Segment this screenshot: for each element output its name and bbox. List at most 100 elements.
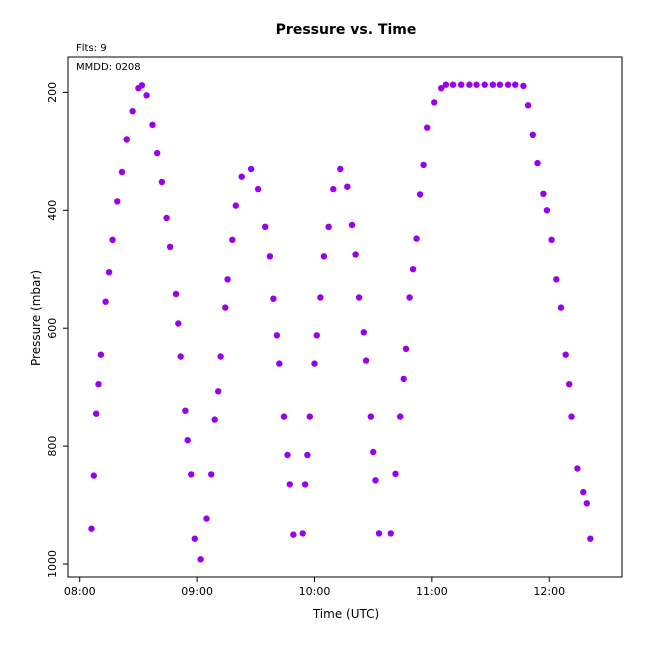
y-tick-label: 600: [46, 318, 59, 339]
data-point: [355, 294, 363, 301]
data-point: [211, 416, 218, 423]
data-point: [534, 159, 541, 167]
data-point: [149, 121, 156, 128]
data-point: [416, 191, 424, 198]
data-points: [88, 81, 594, 563]
data-point: [93, 410, 100, 417]
data-point: [172, 290, 180, 298]
data-point: [413, 235, 420, 242]
data-point: [566, 381, 573, 388]
data-point: [284, 451, 291, 459]
data-point: [143, 92, 150, 99]
data-point: [548, 236, 555, 243]
data-point: [587, 535, 594, 542]
data-point: [247, 165, 255, 173]
data-point: [375, 530, 383, 537]
data-point: [512, 81, 519, 88]
data-point: [449, 81, 457, 88]
data-point: [238, 173, 245, 180]
data-point: [304, 451, 311, 459]
data-point: [102, 298, 109, 305]
data-point: [301, 481, 309, 488]
flights-count: Flts: 9: [76, 43, 107, 54]
data-point: [232, 202, 239, 209]
data-point: [325, 223, 332, 230]
data-point: [553, 276, 560, 283]
data-point: [568, 413, 575, 420]
data-point: [290, 531, 297, 538]
data-point: [88, 525, 95, 532]
data-point: [175, 320, 182, 327]
y-tick-label: 800: [46, 436, 59, 457]
data-point: [330, 185, 337, 193]
data-point: [481, 81, 488, 88]
data-point: [109, 236, 116, 243]
data-point: [229, 236, 236, 243]
data-point: [270, 295, 277, 302]
chart-title: Pressure vs. Time: [276, 22, 417, 38]
data-point: [273, 332, 281, 339]
data-point: [105, 269, 113, 276]
data-point: [402, 345, 410, 352]
data-point: [458, 81, 465, 88]
data-point: [370, 448, 377, 456]
data-point: [208, 471, 215, 478]
data-point: [138, 82, 146, 89]
x-tick-label: 11:00: [416, 585, 448, 598]
data-point: [473, 81, 480, 88]
data-point: [129, 108, 136, 115]
data-point: [222, 304, 229, 311]
data-point: [182, 407, 189, 414]
data-point: [276, 360, 283, 367]
data-point: [163, 214, 170, 222]
x-tick-label: 08:00: [64, 585, 96, 598]
data-point: [557, 304, 565, 311]
data-point: [317, 294, 324, 301]
data-point: [424, 124, 431, 131]
x-tick-label: 09:00: [181, 585, 213, 598]
data-point: [344, 183, 351, 190]
data-point: [311, 360, 318, 367]
data-point: [562, 351, 569, 358]
data-point: [313, 332, 320, 339]
y-axis-label: Pressure (mbar): [29, 270, 43, 366]
data-point: [387, 530, 394, 537]
data-point: [191, 535, 198, 542]
data-point: [217, 353, 224, 360]
data-point: [524, 102, 532, 109]
data-point: [431, 99, 438, 106]
data-point: [348, 221, 356, 229]
data-point: [400, 375, 407, 383]
data-point: [442, 81, 450, 88]
data-point: [420, 161, 427, 169]
data-point: [254, 185, 262, 193]
data-point: [320, 253, 328, 260]
data-point: [397, 413, 404, 420]
plot-frame: [67, 56, 623, 578]
data-point: [306, 413, 313, 420]
x-axis-label: Time (UTC): [312, 607, 379, 621]
data-point: [360, 329, 367, 336]
data-point: [438, 85, 445, 92]
data-point: [215, 388, 222, 395]
data-point: [224, 276, 231, 283]
data-point: [203, 515, 210, 522]
data-point: [580, 488, 587, 496]
y-tick-label: 200: [46, 82, 59, 103]
data-point: [158, 178, 166, 186]
data-point: [489, 81, 497, 88]
data-point: [188, 471, 195, 478]
data-point: [529, 131, 536, 138]
y-tick-label: 400: [46, 200, 59, 221]
data-point: [583, 500, 590, 507]
y-axis: 200 400 600 800 1000: [46, 82, 68, 578]
y-tick-label: 1000: [46, 550, 59, 578]
data-point: [574, 465, 581, 472]
x-axis: 08:00 09:00 10:00 11:00 12:00: [64, 577, 565, 598]
data-point: [166, 243, 174, 250]
data-point: [362, 357, 370, 364]
data-point: [286, 481, 293, 488]
data-point: [372, 477, 379, 484]
data-point: [406, 294, 413, 301]
